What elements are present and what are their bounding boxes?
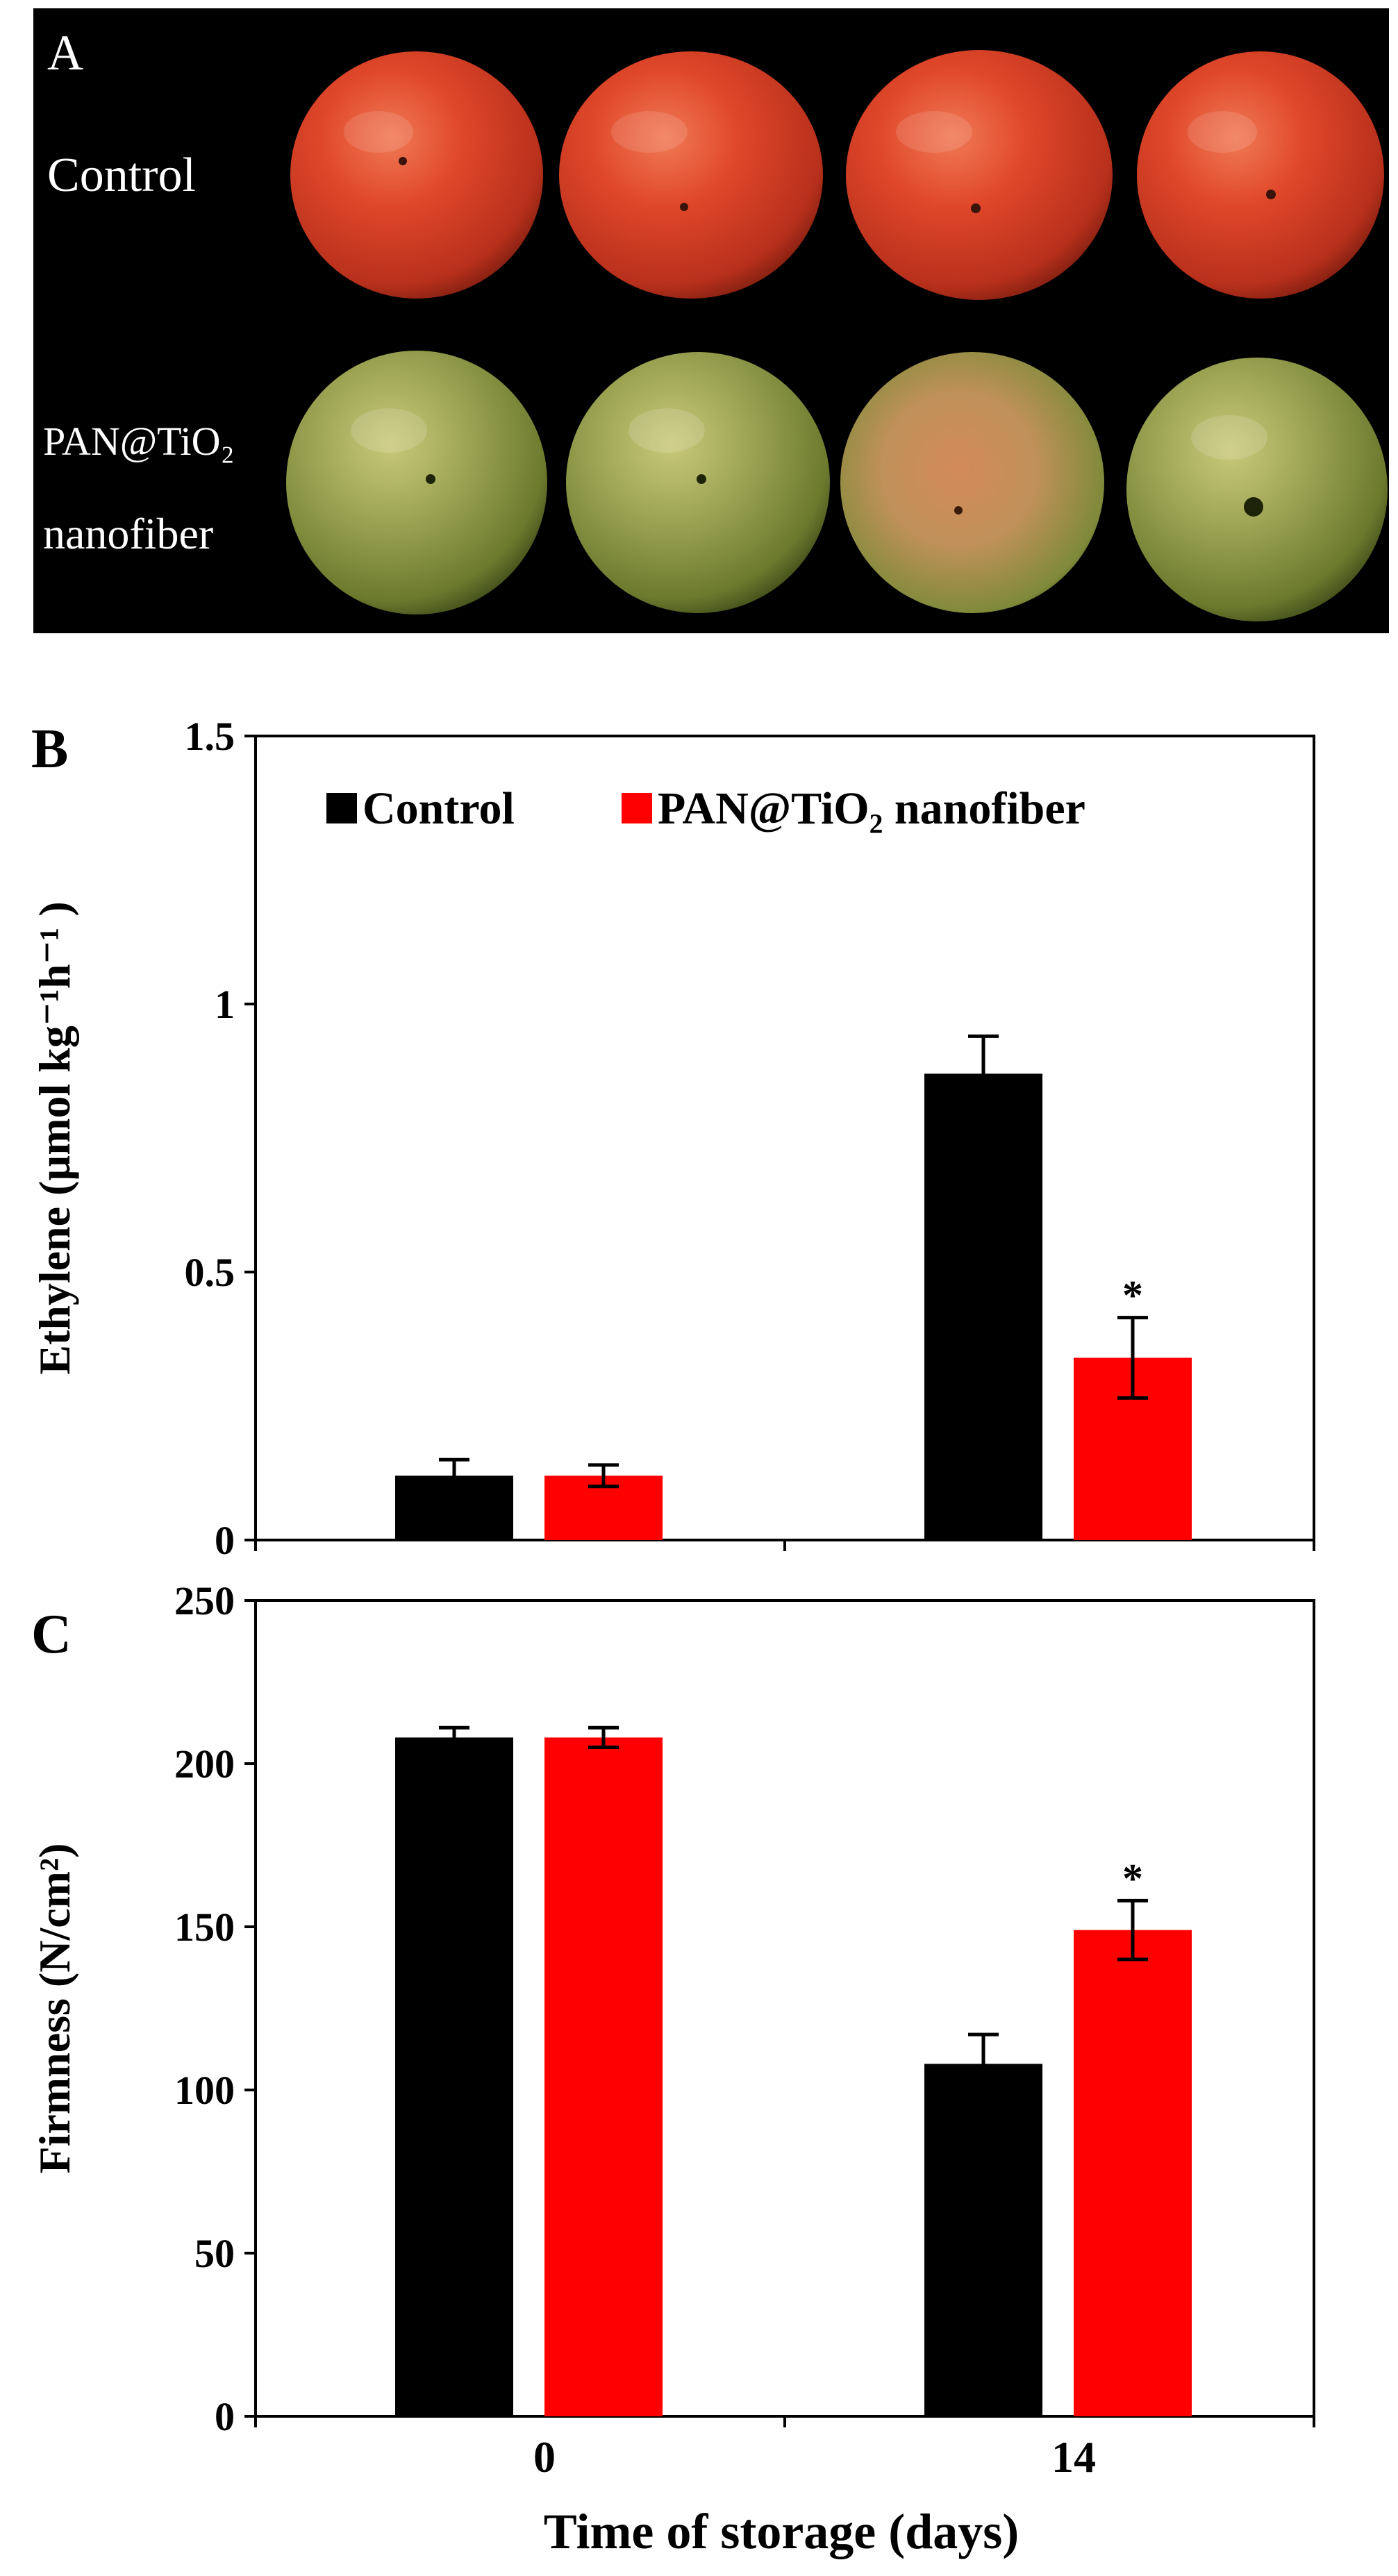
tomato-control-1 bbox=[290, 51, 543, 299]
x-tick-label: 14 bbox=[1051, 2432, 1096, 2482]
y-tick-label: 0 bbox=[215, 2394, 235, 2439]
tomato-treatment-2 bbox=[566, 352, 830, 613]
row-label-control: Control bbox=[47, 149, 196, 202]
row-label-treatment-line1: PAN@TiO₂ bbox=[43, 419, 235, 464]
y-tick-label: 150 bbox=[174, 1905, 235, 1950]
tomato-control-2 bbox=[559, 51, 823, 299]
x-tick-label: 0 bbox=[533, 2432, 556, 2482]
y-tick-label: 50 bbox=[194, 2231, 235, 2276]
tomato-control-4 bbox=[1137, 51, 1384, 299]
panel-c-label: C bbox=[31, 1604, 72, 1665]
bar-control-day14 bbox=[924, 1073, 1042, 1540]
panel-b: B 0 0.5 1 1.5 * Ethylene (µmol kg⁻¹h⁻¹ ) Co… bbox=[30, 714, 1315, 1563]
row-label-treatment-line2: nanofiber bbox=[43, 509, 213, 558]
bar-control-day14 bbox=[924, 2064, 1042, 2416]
y-tick-label: 0 bbox=[215, 1518, 235, 1563]
panel-b-label: B bbox=[31, 719, 68, 780]
panel-b-y-axis-label: Ethylene (µmol kg⁻¹h⁻¹ ) bbox=[30, 901, 79, 1375]
legend-swatch-treatment bbox=[622, 793, 652, 823]
panel-c-x-axis-label: Time of storage (days) bbox=[544, 2504, 1020, 2559]
panel-b-bars: * bbox=[395, 1034, 1192, 1540]
y-tick-label: 200 bbox=[174, 1741, 235, 1787]
panel-b-legend: Control PAN@TiO₂ nanofiber bbox=[326, 783, 1085, 834]
bar-treatment-day0 bbox=[544, 1737, 663, 2416]
bar-control-day0 bbox=[395, 1737, 513, 2416]
legend-swatch-control bbox=[326, 793, 357, 823]
panel-a-label: A bbox=[47, 25, 83, 81]
y-tick-label: 1 bbox=[215, 982, 235, 1027]
tomato-treatment-4 bbox=[1126, 358, 1388, 621]
panel-c-bars: * bbox=[395, 1725, 1192, 2416]
significance-marker: * bbox=[1122, 1273, 1143, 1319]
y-tick-label: 100 bbox=[174, 2068, 235, 2113]
panel-a-photo: A Control PAN@TiO₂ nanofiber bbox=[33, 8, 1389, 633]
legend-label-treatment: PAN@TiO₂ nanofiber bbox=[658, 783, 1085, 834]
legend-label-control: Control bbox=[363, 783, 515, 834]
panel-b-axes: 0 0.5 1 1.5 bbox=[185, 714, 1315, 1563]
significance-marker: * bbox=[1122, 1855, 1143, 1901]
panel-c-axes: 0 50 100 150 200 250 0 14 bbox=[174, 1578, 1315, 2482]
panel-c-y-axis-label: Firmness (N/cm²) bbox=[30, 1843, 79, 2174]
tomato-treatment-1 bbox=[286, 351, 547, 614]
tomato-control-3 bbox=[846, 50, 1113, 300]
y-tick-label: 1.5 bbox=[185, 714, 235, 759]
tomato-treatment-3 bbox=[840, 352, 1104, 613]
y-tick-label: 0.5 bbox=[185, 1250, 235, 1295]
bar-treatment-day14 bbox=[1074, 1930, 1192, 2416]
y-tick-label: 250 bbox=[174, 1578, 235, 1623]
